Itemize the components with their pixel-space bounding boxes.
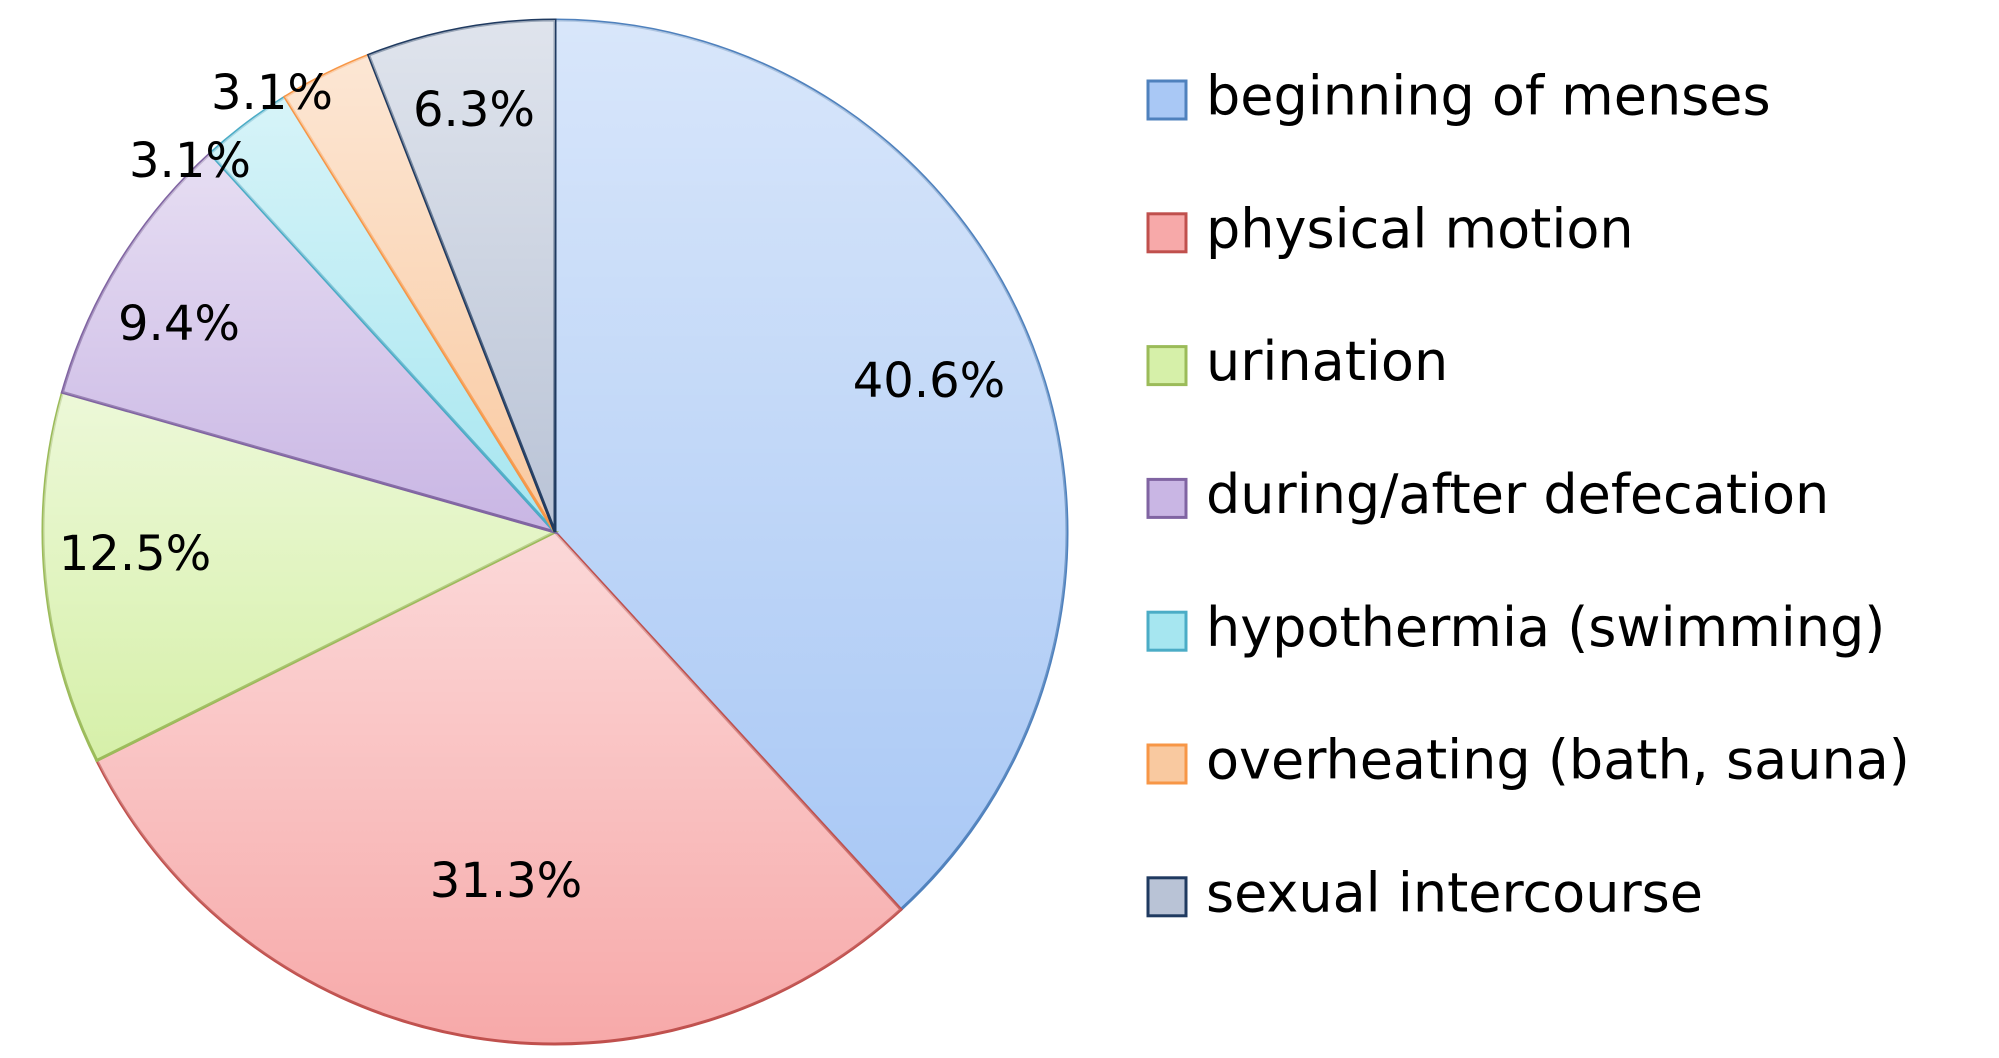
legend-label: overheating (bath, sauna)	[1206, 729, 1910, 792]
legend-label: sexual intercourse	[1206, 861, 1703, 924]
slice-shade	[210, 97, 555, 532]
slice-shade	[96, 532, 901, 1044]
data-label: 31.3%	[430, 853, 582, 909]
legend-swatch	[1146, 345, 1188, 387]
legend-label: physical motion	[1206, 197, 1634, 260]
legend-swatch	[1146, 610, 1188, 652]
legend-swatch	[1146, 477, 1188, 519]
slice-shade	[555, 20, 1068, 910]
legend-label: urination	[1206, 330, 1448, 393]
legend-swatch	[1146, 212, 1188, 254]
legend-swatch	[1146, 876, 1188, 918]
data-label: 3.1%	[129, 133, 251, 189]
data-label: 12.5%	[59, 526, 211, 582]
data-label: 6.3%	[413, 82, 535, 138]
slice-shade	[42, 392, 555, 761]
slice-shade	[368, 20, 555, 532]
legend-swatch	[1146, 79, 1188, 121]
data-label: 9.4%	[118, 296, 240, 352]
legend-label: during/after defecation	[1206, 463, 1829, 526]
data-label: 40.6%	[853, 353, 1005, 409]
legend-swatch	[1146, 743, 1188, 785]
data-label: 3.1%	[211, 65, 333, 121]
slice-shade	[62, 153, 555, 533]
slice-shade	[284, 55, 555, 533]
legend-label: hypothermia (swimming)	[1206, 596, 1885, 659]
legend-label: beginning of menses	[1206, 65, 1771, 128]
